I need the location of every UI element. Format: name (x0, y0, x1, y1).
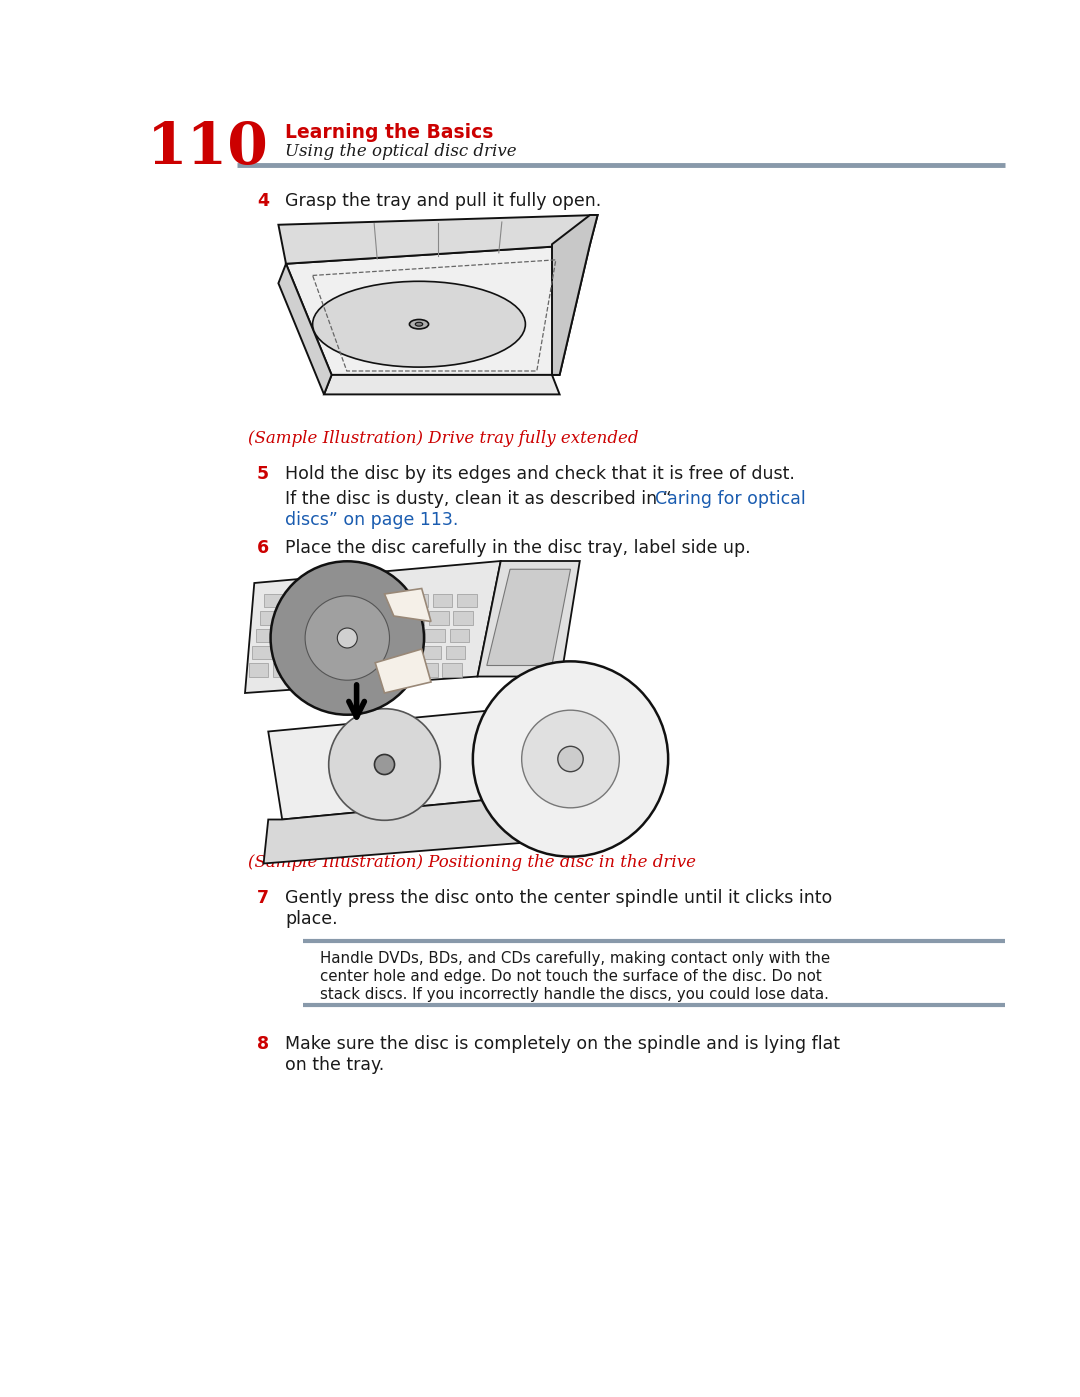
Ellipse shape (409, 320, 429, 328)
Text: 110: 110 (147, 120, 269, 176)
Polygon shape (369, 664, 389, 676)
Polygon shape (324, 374, 559, 394)
Polygon shape (328, 629, 348, 641)
Polygon shape (457, 594, 476, 608)
Polygon shape (375, 650, 431, 693)
Polygon shape (256, 629, 275, 641)
Text: center hole and edge. Do not touch the surface of the disc. Do not: center hole and edge. Do not touch the s… (320, 970, 822, 983)
Polygon shape (260, 612, 280, 624)
Polygon shape (305, 629, 324, 641)
Text: Learning the Basics: Learning the Basics (285, 123, 494, 141)
Polygon shape (279, 215, 597, 264)
Polygon shape (402, 629, 421, 641)
Polygon shape (268, 698, 626, 820)
Polygon shape (281, 629, 300, 641)
Circle shape (557, 746, 583, 771)
Polygon shape (442, 664, 461, 676)
Text: Hold the disc by its edges and check that it is free of dust.: Hold the disc by its edges and check tha… (285, 465, 795, 483)
Ellipse shape (416, 323, 422, 326)
Circle shape (375, 754, 394, 774)
Ellipse shape (312, 281, 525, 367)
Polygon shape (287, 594, 308, 608)
Polygon shape (286, 244, 590, 374)
Text: If the disc is dusty, clean it as described in “: If the disc is dusty, clean it as descri… (285, 490, 672, 509)
Text: Gently press the disc onto the center spindle until it clicks into
place.: Gently press the disc onto the center sp… (285, 888, 833, 928)
Text: Make sure the disc is completely on the spindle and is lying flat
on the tray.: Make sure the disc is completely on the … (285, 1035, 840, 1074)
Polygon shape (377, 629, 396, 641)
Text: (Sample Illustration) Drive tray fully extended: (Sample Illustration) Drive tray fully e… (248, 430, 638, 447)
Polygon shape (408, 594, 428, 608)
Text: Caring for optical: Caring for optical (654, 490, 806, 509)
Text: 8: 8 (257, 1035, 269, 1053)
Polygon shape (384, 588, 431, 622)
Polygon shape (273, 664, 293, 676)
Polygon shape (284, 612, 303, 624)
Polygon shape (449, 629, 469, 641)
Polygon shape (418, 664, 437, 676)
Polygon shape (361, 594, 380, 608)
Polygon shape (297, 664, 316, 676)
Polygon shape (245, 562, 501, 693)
Polygon shape (421, 645, 442, 659)
Polygon shape (336, 594, 355, 608)
Polygon shape (279, 264, 332, 394)
Polygon shape (308, 612, 327, 624)
Text: 7: 7 (257, 888, 269, 907)
Text: Grasp the tray and pull it fully open.: Grasp the tray and pull it fully open. (285, 191, 602, 210)
Text: 5: 5 (257, 465, 269, 483)
Text: Place the disc carefully in the disc tray, label side up.: Place the disc carefully in the disc tra… (285, 539, 751, 557)
Polygon shape (325, 645, 345, 659)
Circle shape (337, 629, 357, 648)
Circle shape (271, 562, 424, 715)
Polygon shape (429, 612, 448, 624)
Polygon shape (349, 645, 368, 659)
Polygon shape (552, 215, 597, 374)
Polygon shape (356, 612, 376, 624)
Circle shape (328, 708, 441, 820)
Polygon shape (433, 594, 453, 608)
Text: stack discs. If you incorrectly handle the discs, you could lose data.: stack discs. If you incorrectly handle t… (320, 988, 828, 1002)
Polygon shape (384, 594, 404, 608)
Polygon shape (312, 594, 332, 608)
Polygon shape (276, 645, 296, 659)
Polygon shape (321, 664, 341, 676)
Polygon shape (301, 645, 321, 659)
Polygon shape (353, 629, 373, 641)
Polygon shape (397, 645, 417, 659)
Polygon shape (477, 562, 580, 676)
Text: 4: 4 (257, 191, 269, 210)
Polygon shape (264, 594, 283, 608)
Text: (Sample Illustration) Positioning the disc in the drive: (Sample Illustration) Positioning the di… (248, 854, 696, 870)
Text: 6: 6 (257, 539, 269, 557)
Polygon shape (248, 664, 268, 676)
Circle shape (473, 661, 669, 856)
Polygon shape (333, 612, 352, 624)
Polygon shape (454, 612, 473, 624)
Polygon shape (264, 787, 626, 863)
Polygon shape (346, 664, 365, 676)
Circle shape (306, 595, 390, 680)
Polygon shape (394, 664, 414, 676)
Polygon shape (446, 645, 465, 659)
Polygon shape (381, 612, 401, 624)
Text: Handle DVDs, BDs, and CDs carefully, making contact only with the: Handle DVDs, BDs, and CDs carefully, mak… (320, 951, 831, 965)
Polygon shape (426, 629, 445, 641)
Circle shape (522, 710, 619, 807)
Polygon shape (374, 645, 393, 659)
Polygon shape (405, 612, 424, 624)
Text: Using the optical disc drive: Using the optical disc drive (285, 144, 516, 161)
Polygon shape (253, 645, 272, 659)
Text: discs” on page 113.: discs” on page 113. (285, 511, 458, 529)
Polygon shape (487, 569, 570, 665)
